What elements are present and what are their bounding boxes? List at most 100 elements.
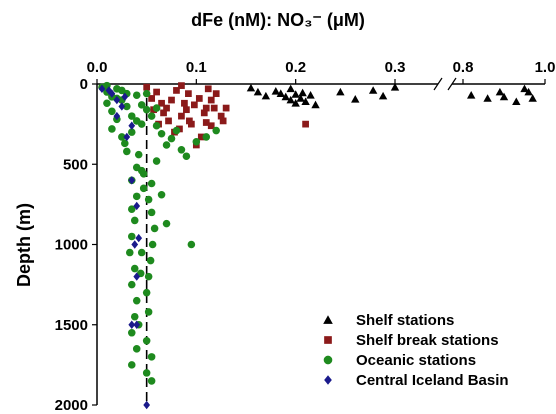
legend-label: Shelf break stations [356,332,499,349]
circle-data-point [142,369,151,377]
circle-data-point [139,170,148,178]
circle-data-point [123,102,131,111]
diamond-data-point [128,176,136,185]
diamond-data-point [128,121,136,130]
circle-data-point [192,138,201,146]
square-data-point [195,95,203,102]
legend: Shelf stations Shelf break stations Oceani… [323,312,509,389]
diamond-data-point [98,84,106,94]
circle-data-point [212,126,220,135]
circle-data-point [132,91,141,100]
y-tick-label: 1000 [55,237,88,254]
circle-data-point [147,112,156,120]
diamond-data-point [105,86,113,95]
square-data-point [168,96,175,104]
diamond-data-point [128,320,136,329]
circle-data-point [187,240,196,249]
circle-data-point [162,219,171,228]
triangle-data-point [306,91,315,99]
square-data-point [178,112,185,120]
circle-data-point [130,264,139,273]
triangle-data-point [281,92,290,101]
y-axis-title: Depth (m) [14,203,34,287]
chart-title: dFe (nM): NO₃⁻ (μM) [191,10,365,30]
circle-data-point [134,150,143,159]
circle-data-point [130,216,139,225]
square-data-point [181,99,188,107]
circle-data-point [123,147,131,156]
circle-data-point [144,272,153,281]
x-tick-label: 0.0 [87,59,108,76]
square-data-point [219,117,227,125]
square-data-point [200,109,208,117]
triangle-data-point [351,95,360,103]
triangle-data-point [301,97,310,106]
circle-data-point [177,146,186,154]
circle-data-point [118,86,126,95]
triangle-data-point [495,87,505,96]
circle-data-point [144,195,153,204]
axis-break-mark-left [433,77,443,91]
square-data-point [165,117,172,125]
axes: 0.0 0.1 0.2 0.3 0.8 1.0 0 500 1000 1500 2000 [55,59,556,414]
x-tick-label: 0.2 [285,59,306,76]
circle-data-point [127,328,136,337]
series-square-points [143,82,309,149]
circle-data-point [182,152,191,161]
circle-data-point [108,125,116,133]
circle-data-point [127,232,136,241]
data-points [98,81,537,410]
legend-label: Shelf stations [356,312,454,329]
square-data-point [190,101,198,109]
circle-data-point [142,288,151,297]
circle-data-point [132,296,141,305]
circle-data-point [146,256,155,265]
square-data-point [217,112,225,120]
diamond-data-point [123,132,131,142]
square-data-point [158,99,165,107]
y-tick-label: 0 [80,76,88,93]
square-data-point [185,90,192,97]
circle-data-point [118,133,126,141]
diamond-data-point [133,320,141,329]
triangle-data-point [276,89,285,97]
square-data-point [153,88,160,96]
triangle-data-point [286,95,295,104]
circle-data-point [148,240,157,249]
circle-data-point [152,157,161,165]
triangle-data-point [311,100,320,109]
x-tick-label: 0.1 [186,59,207,76]
circle-data-point [152,121,161,130]
circle-data-point [130,312,139,321]
circle-data-point [121,139,129,148]
diamond-data-point [118,102,126,111]
triangle-data-point [296,94,305,102]
diamond-data-point [133,272,141,281]
circle-data-point [167,134,176,143]
square-data-point [207,122,215,130]
diamond-data-point [113,111,121,121]
legend-square-icon [324,336,332,344]
square-data-point [207,96,215,104]
triangle-data-point [291,90,300,98]
square-data-point [204,85,212,93]
circle-data-point [202,133,211,141]
legend-circle-icon [323,355,333,365]
square-data-point [212,90,220,97]
circle-data-point [127,128,136,136]
diamond-data-point [135,233,143,243]
series-triangle-points [246,83,537,109]
square-data-point [143,83,151,91]
diamond-data-point [121,92,129,102]
circle-data-point [157,190,166,199]
square-data-point [183,106,190,114]
circle-data-point [172,126,181,135]
circle-data-point [139,184,148,193]
circle-data-point [132,117,141,125]
diamond-data-point [143,400,151,410]
x-tick-label: 0.3 [385,59,406,76]
square-data-point [197,133,205,141]
y-tick-label: 2000 [55,397,88,414]
x-tick-label: 1.0 [535,59,556,76]
